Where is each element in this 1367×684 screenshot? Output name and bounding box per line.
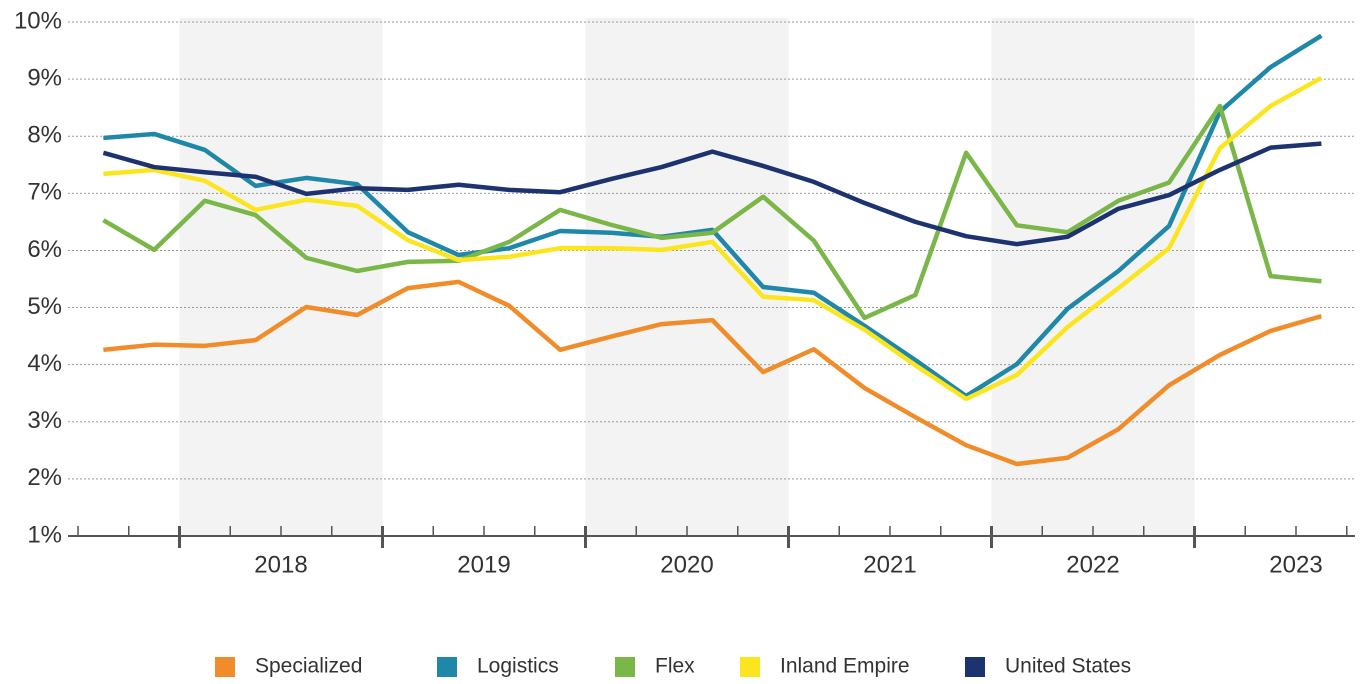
legend-swatch (615, 657, 635, 677)
y-tick-label: 2% (27, 464, 62, 491)
y-tick-label: 7% (27, 179, 62, 206)
y-tick-label: 9% (27, 64, 62, 91)
legend-label: United States (1005, 655, 1131, 678)
x-tick-label: 2023 (1269, 551, 1322, 578)
legend-label: Specialized (255, 655, 362, 678)
year-band (585, 18, 789, 536)
series-line (103, 33, 1323, 399)
y-tick-label: 10% (14, 7, 62, 34)
legend-swatch (437, 657, 457, 677)
y-tick-label: 8% (27, 122, 62, 149)
y-tick-label: 1% (27, 521, 62, 548)
series-line (103, 279, 1323, 467)
legend-label: Flex (655, 655, 695, 678)
x-tick-label: 2018 (254, 551, 307, 578)
series-line (102, 103, 1322, 321)
x-tick-label: 2022 (1066, 551, 1119, 578)
y-tick-label: 5% (27, 293, 62, 320)
year-band (179, 18, 383, 536)
year-band (991, 18, 1195, 536)
x-tick-label: 2020 (660, 551, 713, 578)
legend-swatch (215, 657, 235, 677)
legend-label: Inland Empire (780, 655, 910, 678)
y-tick-label: 3% (27, 407, 62, 434)
legend-swatch (740, 657, 760, 677)
series-line (103, 75, 1323, 402)
series-line (102, 141, 1322, 247)
x-tick-label: 2019 (457, 551, 510, 578)
x-tick-label: 2021 (863, 551, 916, 578)
legend-label: Logistics (477, 655, 559, 678)
legend-swatch (965, 657, 985, 677)
y-tick-label: 4% (27, 350, 62, 377)
y-tick-label: 6% (27, 236, 62, 263)
